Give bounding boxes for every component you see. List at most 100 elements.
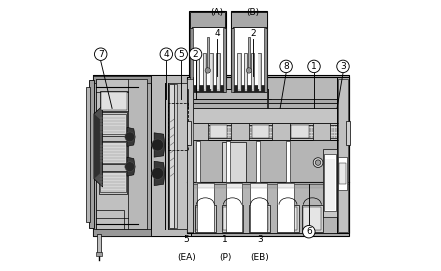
Bar	[168, 83, 191, 229]
Bar	[169, 84, 174, 228]
Circle shape	[313, 158, 323, 167]
Bar	[217, 54, 219, 89]
Bar	[266, 89, 268, 108]
Bar	[210, 54, 212, 89]
Circle shape	[303, 225, 315, 238]
Text: 5: 5	[184, 235, 190, 244]
Bar	[313, 123, 330, 140]
Bar	[272, 123, 290, 140]
Bar	[285, 141, 290, 182]
Bar	[191, 123, 208, 140]
Bar	[187, 79, 193, 232]
Circle shape	[246, 68, 252, 73]
Bar	[258, 54, 260, 89]
Text: 3: 3	[257, 235, 263, 244]
Bar	[252, 125, 269, 138]
Bar	[187, 103, 349, 108]
Bar	[324, 154, 336, 211]
Text: (EB): (EB)	[250, 253, 269, 263]
Bar	[196, 53, 199, 91]
Bar	[97, 234, 101, 253]
Bar	[195, 205, 216, 232]
Bar	[302, 205, 323, 232]
Bar	[168, 103, 188, 150]
Bar	[187, 125, 349, 138]
Circle shape	[205, 68, 210, 73]
Bar	[187, 121, 191, 145]
Bar	[96, 79, 128, 229]
Bar	[303, 207, 321, 230]
Bar	[100, 91, 128, 111]
Bar	[209, 53, 213, 91]
Bar	[100, 114, 126, 134]
Bar	[98, 112, 127, 136]
Bar	[190, 12, 225, 28]
Bar	[100, 142, 126, 163]
Bar	[187, 99, 271, 104]
Text: 4: 4	[214, 29, 220, 38]
Bar	[187, 99, 349, 104]
Text: (A): (A)	[211, 8, 224, 17]
Bar	[279, 207, 297, 230]
Bar	[223, 28, 226, 92]
Bar	[93, 76, 151, 83]
Bar	[93, 229, 151, 236]
Bar	[222, 142, 246, 182]
Polygon shape	[94, 114, 100, 179]
Bar	[233, 85, 266, 92]
Bar	[324, 149, 337, 217]
Bar	[192, 85, 225, 92]
Text: 2: 2	[193, 50, 198, 59]
Bar	[238, 54, 240, 89]
Bar	[237, 53, 240, 91]
Text: 6: 6	[306, 227, 312, 236]
Text: 5: 5	[178, 50, 184, 59]
Bar	[250, 183, 266, 232]
Bar	[245, 54, 247, 89]
Bar	[187, 104, 349, 144]
Bar	[277, 205, 299, 232]
Bar	[251, 53, 254, 91]
Bar	[197, 54, 198, 89]
Circle shape	[280, 60, 292, 73]
Circle shape	[94, 48, 107, 60]
Text: 4: 4	[164, 50, 169, 59]
Bar	[222, 205, 243, 232]
Bar	[232, 12, 266, 28]
Bar	[192, 27, 225, 91]
Text: (EA): (EA)	[177, 253, 196, 263]
Bar	[203, 53, 206, 91]
Bar	[250, 207, 269, 230]
Bar	[252, 54, 253, 89]
Bar	[249, 205, 270, 232]
Bar	[277, 183, 294, 232]
Circle shape	[189, 48, 202, 60]
Bar	[96, 79, 147, 229]
Bar	[196, 207, 214, 230]
Circle shape	[152, 139, 164, 151]
Bar	[204, 54, 206, 89]
Bar	[190, 28, 193, 92]
Bar	[89, 80, 94, 228]
Bar	[244, 53, 247, 91]
Bar	[189, 11, 226, 92]
Bar	[224, 207, 241, 230]
Bar	[226, 183, 242, 232]
Bar	[101, 92, 127, 110]
Bar	[93, 75, 349, 236]
Polygon shape	[94, 106, 103, 187]
Circle shape	[152, 167, 164, 179]
Bar	[232, 28, 234, 92]
Bar	[233, 27, 266, 91]
Bar	[96, 210, 124, 229]
Bar	[187, 77, 349, 233]
Bar	[256, 141, 260, 182]
Bar	[198, 183, 214, 232]
Polygon shape	[154, 161, 165, 186]
Text: (B): (B)	[247, 8, 260, 17]
Circle shape	[125, 162, 135, 172]
Bar	[264, 28, 267, 92]
Bar	[339, 163, 346, 184]
Bar	[196, 141, 200, 182]
Circle shape	[160, 48, 172, 60]
